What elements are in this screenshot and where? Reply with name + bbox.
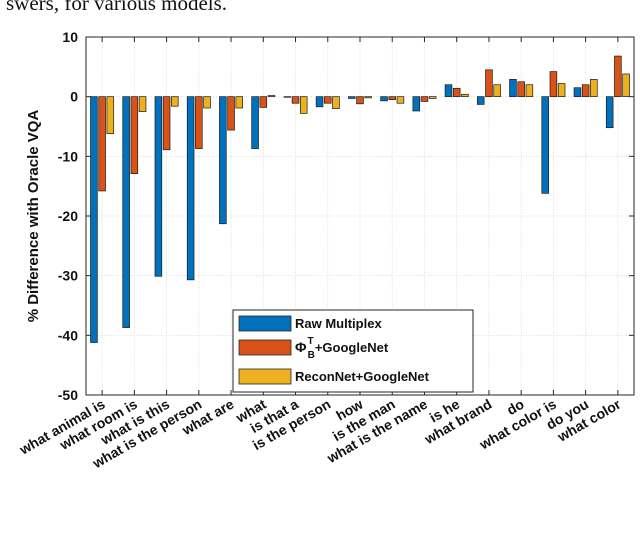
bar-reconnet-googlenet-what-is-the-name [428, 96, 437, 99]
bar-raw-multiplex-is-the-person [315, 96, 324, 108]
y-tick-label: -30 [58, 268, 78, 284]
bar-raw-multiplex-what-is-the-person [186, 96, 195, 281]
legend-label-phi-googlenet: ΦT B+GoogleNet [295, 336, 389, 361]
legend: Raw Multiplex ΦT B+GoogleNet ReconNet+Goo… [232, 309, 474, 393]
legend-swatch-phi-googlenet [238, 339, 292, 356]
bar-googlenet-is-he [452, 87, 461, 98]
bar-reconnet-googlenet-what-are [235, 96, 244, 109]
legend-swatch-reconnet-googlenet [238, 368, 292, 385]
bar-googlenet-do [517, 81, 525, 98]
bar-raw-multiplex-what-is-the-name [412, 96, 421, 112]
bar-reconnet-googlenet-what-is-this [171, 96, 179, 107]
bar-reconnet-googlenet-what-brand [493, 84, 501, 98]
plot-frame [85, 36, 635, 396]
legend-label-raw-multiplex: Raw Multiplex [295, 316, 382, 331]
bar-raw-multiplex-what [251, 96, 259, 149]
bar-raw-multiplex-is-the-man [380, 96, 388, 102]
bar-googlenet-what [259, 96, 268, 108]
y-tick-label: -40 [58, 327, 78, 343]
bar-raw-multiplex-what-color [605, 96, 614, 129]
x-tick-label-do: do [504, 396, 527, 418]
y-tick-label: 0 [70, 89, 78, 105]
legend-label-reconnet-googlenet: ReconNet+GoogleNet [295, 369, 430, 384]
bar-reconnet-googlenet-how [364, 96, 372, 99]
bar-raw-multiplex-what-is-this [154, 96, 163, 277]
bar-reconnet-googlenet-what [267, 95, 276, 98]
bar-reconnet-googlenet-do [525, 84, 534, 98]
phi-superscript: T [308, 336, 314, 347]
phi-symbol: Φ [295, 339, 307, 355]
bar-reconnet-googlenet-is-he [461, 93, 469, 98]
bar-raw-multiplex-do-you [573, 87, 582, 98]
bar-reconnet-googlenet-is-the-person [332, 96, 340, 109]
bar-googlenet-what-color-is [549, 71, 558, 98]
y-axis-label: % Difference with Oracle VQA [25, 110, 42, 323]
bar-reconnet-googlenet-what-animal-is [106, 96, 115, 135]
bar-reconnet-googlenet-do-you [590, 79, 598, 98]
bar-raw-multiplex-what-color-is [541, 96, 549, 194]
phi-subscript: B [308, 350, 315, 361]
bar-raw-multiplex-is-that-a [283, 96, 292, 98]
bar-googlenet-what-is-this [162, 96, 171, 151]
bar-googlenet-is-the-man [388, 96, 396, 100]
phi-series-name: +GoogleNet [315, 340, 389, 355]
bar-reconnet-googlenet-what-room-is [138, 96, 147, 112]
bar-googlenet-is-the-person [324, 96, 332, 104]
bar-raw-multiplex-what-are [219, 96, 227, 225]
bar-googlenet-do-you [581, 84, 590, 98]
bar-raw-multiplex-what-brand [476, 96, 485, 105]
bar-marks [90, 55, 630, 343]
bar-reconnet-googlenet-what-color-is [557, 83, 566, 98]
bar-googlenet-what-is-the-name [420, 96, 429, 102]
bar-googlenet-is-that-a [291, 96, 300, 104]
y-tick-label: -10 [58, 148, 78, 164]
bar-reconnet-googlenet-what-is-the-person [203, 96, 211, 109]
bar-raw-multiplex-what-animal-is [90, 96, 98, 343]
bar-googlenet-what-brand [485, 69, 493, 98]
y-tick-label: -20 [58, 208, 78, 224]
bar-googlenet-what-color [614, 55, 622, 98]
bar-reconnet-googlenet-what-color [622, 73, 630, 98]
bar-raw-multiplex-how [348, 96, 356, 99]
bar-googlenet-what-is-the-person [195, 96, 203, 149]
bar-raw-multiplex-what-room-is [122, 96, 130, 328]
bar-reconnet-googlenet-is-that-a [299, 96, 308, 114]
y-tick-label: 10 [62, 29, 78, 45]
y-tick-label: -50 [58, 387, 78, 403]
bar-raw-multiplex-is-he [444, 84, 453, 98]
bar-googlenet-what-room-is [130, 96, 139, 174]
bar-raw-multiplex-do [509, 79, 517, 98]
bar-reconnet-googlenet-is-the-man [396, 96, 405, 104]
bar-googlenet-what-are [227, 96, 235, 131]
bar-googlenet-what-animal-is [98, 96, 106, 192]
legend-swatch-raw-multiplex [238, 315, 292, 332]
figure-caption: swers, for various models. [6, 0, 228, 15]
bar-googlenet-how [356, 96, 364, 105]
